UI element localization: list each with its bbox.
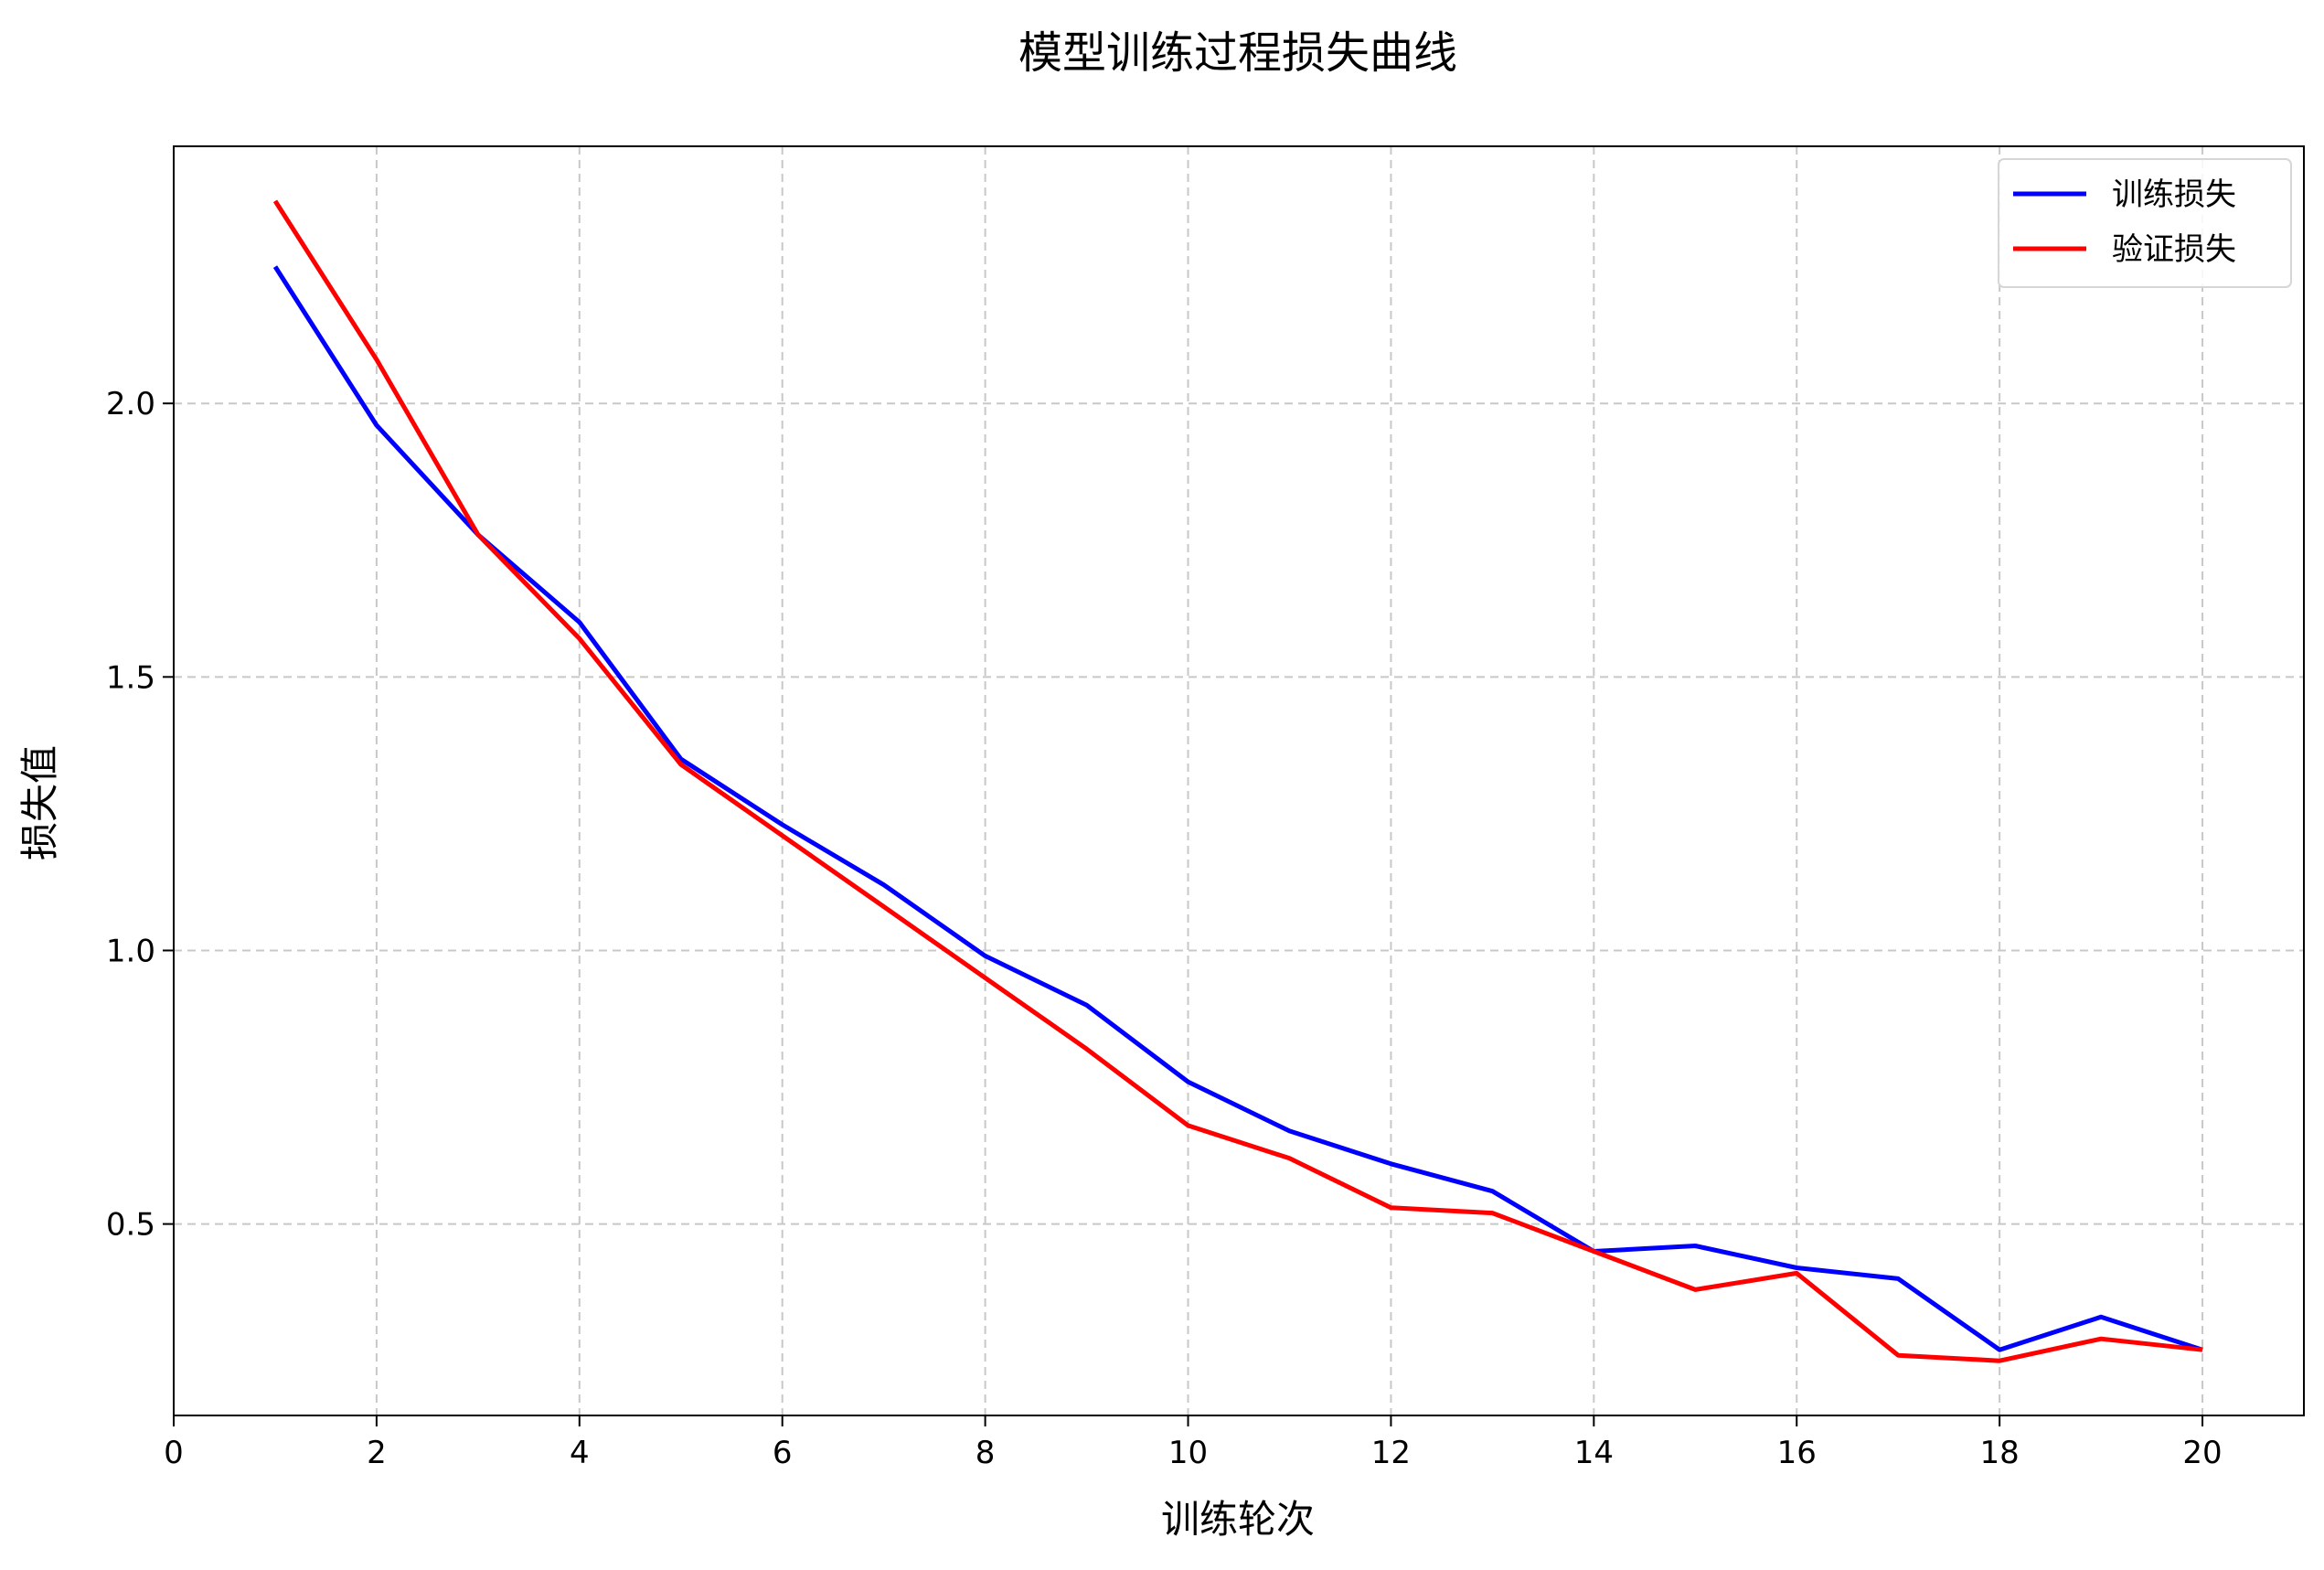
series-lines	[272, 199, 2203, 1363]
x-tick-label: 12	[1371, 1435, 1411, 1471]
x-tick-label: 2	[367, 1435, 387, 1471]
y-axis-label: 损失值	[17, 745, 62, 860]
plot-frame	[173, 145, 2305, 1416]
y-axis-ticks: 0.5 1.0 1.5 2.0	[106, 386, 174, 1244]
x-tick-label: 10	[1168, 1435, 1208, 1471]
x-tick-label: 4	[570, 1435, 590, 1471]
legend-label: 验证损失	[2112, 231, 2236, 268]
y-tick-label: 1.5	[106, 659, 155, 696]
x-axis-ticks: 0 2 4 6 8 10 12 14 16 18 20	[164, 1415, 2223, 1471]
legend-label: 训练损失	[2112, 176, 2236, 213]
x-axis-label: 训练轮次	[1161, 1497, 1315, 1542]
x-tick-label: 6	[773, 1435, 793, 1471]
series-line-0	[272, 265, 2203, 1352]
chart-title: 模型训练过程损失曲线	[1018, 27, 1457, 79]
series-line-1	[272, 199, 2203, 1363]
x-tick-label: 14	[1574, 1435, 1614, 1471]
x-tick-label: 0	[164, 1435, 184, 1471]
x-tick-label: 18	[1980, 1435, 2020, 1471]
legend-box	[1998, 158, 2292, 288]
x-tick-label: 16	[1777, 1435, 1817, 1471]
y-tick-label: 2.0	[106, 386, 155, 422]
y-tick-label: 1.0	[106, 933, 155, 969]
y-tick-label: 0.5	[106, 1207, 155, 1244]
grid-lines	[174, 146, 2304, 1415]
x-tick-label: 8	[975, 1435, 996, 1471]
x-tick-label: 20	[2182, 1435, 2222, 1471]
